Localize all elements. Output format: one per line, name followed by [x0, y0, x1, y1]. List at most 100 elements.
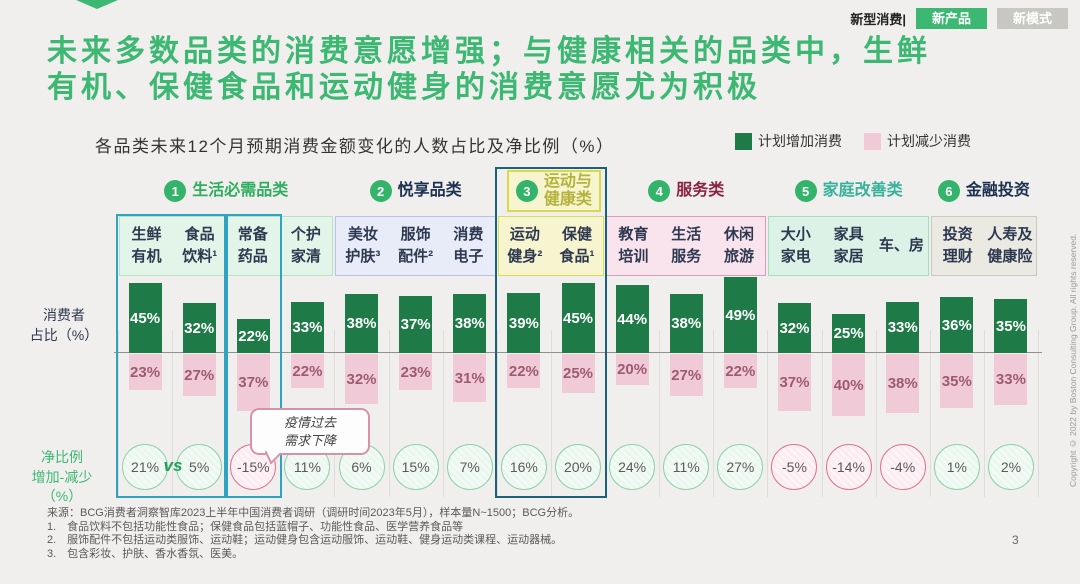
column-separator [388, 330, 390, 497]
net-circle: 15% [392, 444, 439, 490]
decrease-value: 23% [130, 363, 161, 381]
net-circle: 16% [500, 444, 547, 490]
net-circle: 21% [122, 444, 169, 490]
column-header: 食品 饮料¹ [182, 226, 218, 265]
group-label: 2 悦享品类 [334, 170, 496, 212]
page-number: 3 [1012, 533, 1019, 547]
page-title: 未来多数品类的消费意愿增强；与健康相关的品类中，生鲜 有机、保健食品和运动健身的… [47, 34, 1037, 106]
top-navigation: 新型消费| 新产品 新模式 [850, 8, 1068, 29]
decrease-bar: 23% [399, 354, 433, 390]
column-separator [496, 330, 498, 497]
decrease-value: 22% [508, 362, 539, 380]
increase-bar: 38% [345, 294, 379, 353]
net-value: -4% [890, 459, 916, 475]
column-header: 消费 电子 [453, 226, 484, 265]
column-separator [172, 330, 174, 497]
increase-value: 44% [617, 310, 648, 328]
y-axis-label-upper: 消费者 占比（%） [29, 307, 99, 343]
column-header: 运动 健身² [507, 226, 543, 265]
group-name: 服务类 [676, 181, 725, 199]
net-circle: 5% [176, 444, 223, 490]
tab-new-product[interactable]: 新产品 [915, 8, 987, 29]
increase-value: 36% [941, 316, 972, 334]
decrease-value: 33% [995, 371, 1026, 388]
decrease-value: 22% [292, 362, 323, 380]
group-name: 生活必需品类 [192, 181, 289, 199]
column-header: 人寿及 健康险 [987, 226, 1033, 265]
increase-value: 33% [292, 319, 323, 336]
decrease-value: 31% [454, 369, 485, 387]
increase-swatch-icon [735, 132, 752, 150]
footnote-1: 1. 食品饮料不包括功能性食品；保健食品包括蓝帽子、功能性食品、医学营养食品等 [47, 520, 464, 533]
net-value: 20% [563, 459, 593, 475]
increase-value: 25% [833, 325, 864, 342]
net-circle: -5% [771, 444, 818, 490]
column-header: 保健 食品¹ [559, 226, 595, 265]
net-value: 16% [509, 459, 538, 475]
group-number-badge: 3 [515, 180, 538, 202]
decrease-value: 38% [887, 375, 918, 392]
increase-bar: 32% [777, 303, 811, 353]
column-header: 投资 理财 [942, 226, 973, 265]
net-circle: 7% [446, 444, 493, 490]
legend-decrease-label: 计划减少消费 [887, 133, 971, 149]
net-circle: 27% [717, 444, 764, 490]
column-separator [550, 330, 552, 497]
net-value: -5% [782, 459, 807, 475]
decrease-value: 27% [184, 366, 215, 384]
increase-bar: 33% [886, 302, 920, 353]
decrease-bar: 27% [669, 354, 703, 396]
column-separator [118, 330, 119, 497]
increase-bar: 36% [940, 297, 974, 353]
decrease-bar: 22% [290, 354, 324, 388]
chart-legend: 计划增加消费 计划减少消费 [735, 131, 971, 151]
column-separator [767, 330, 769, 497]
net-circle: 11% [663, 444, 710, 490]
column-separator [442, 330, 444, 497]
copyright-text: Copyright © 2022 by Boston Consulting Gr… [1068, 233, 1078, 487]
net-value: 15% [401, 459, 430, 475]
increase-bar: 38% [453, 294, 487, 353]
decrease-value: 25% [562, 365, 594, 382]
column-separator [821, 330, 823, 497]
column-separator [659, 330, 661, 497]
y-axis-label-lower: 净比例 增加-减少 （%） [31, 449, 93, 505]
tab-new-mode[interactable]: 新模式 [996, 8, 1068, 29]
column-header-band: 运动 健身² 保健 食品¹ [497, 216, 605, 276]
net-circle: 1% [933, 444, 980, 490]
group-name: 金融投资 [965, 181, 1030, 199]
decrease-value: 37% [238, 374, 269, 391]
legend-item-decrease: 计划减少消费 [864, 131, 971, 151]
increase-bar: 49% [723, 277, 757, 353]
decrease-value: 27% [671, 366, 702, 384]
increase-bar: 32% [182, 303, 216, 353]
net-value: 21% [131, 459, 160, 475]
column-header-band: 投资 理财 人寿及 健康险 [930, 216, 1037, 276]
column-header-band: 教育 培训 生活 服务 休闲 旅游 [606, 216, 767, 276]
column-header: 个护 家清 [290, 226, 321, 265]
net-circle: 2% [987, 444, 1034, 490]
column-header-band: 美妆 护肤³ 服饰 配件² 消费 电子 [335, 216, 496, 276]
group-name: 运动与 健康类 [543, 172, 592, 208]
column-header: 教育 培训 [618, 226, 649, 265]
increase-bar: 45% [128, 283, 162, 353]
increase-value: 35% [995, 317, 1026, 335]
column-header-band: 大小 家电 家具 家居 车、房 [768, 216, 929, 276]
column-header: 生活 服务 [671, 226, 702, 265]
increase-bar: 33% [290, 302, 324, 353]
net-value: 11% [672, 459, 700, 475]
group-name: 家庭改善类 [822, 181, 903, 199]
increase-bar: 44% [615, 285, 649, 353]
decrease-bar: 38% [886, 354, 920, 413]
decrease-bar: 32% [345, 354, 379, 404]
decrease-value: 20% [617, 361, 648, 378]
group-number-badge: 6 [937, 180, 960, 202]
group-name: 悦享品类 [397, 181, 462, 199]
increase-value: 45% [130, 309, 161, 327]
footnote-2: 2. 服饰配件不包括运动类服饰、运动鞋；运动健身包含运动服饰、运动鞋、健身运动类… [47, 534, 563, 546]
net-value: -15% [236, 459, 270, 475]
column-separator [226, 330, 228, 497]
column-header-band: 生鲜 有机 食品 饮料¹ 常备 药品 个护 家清 [119, 216, 334, 276]
